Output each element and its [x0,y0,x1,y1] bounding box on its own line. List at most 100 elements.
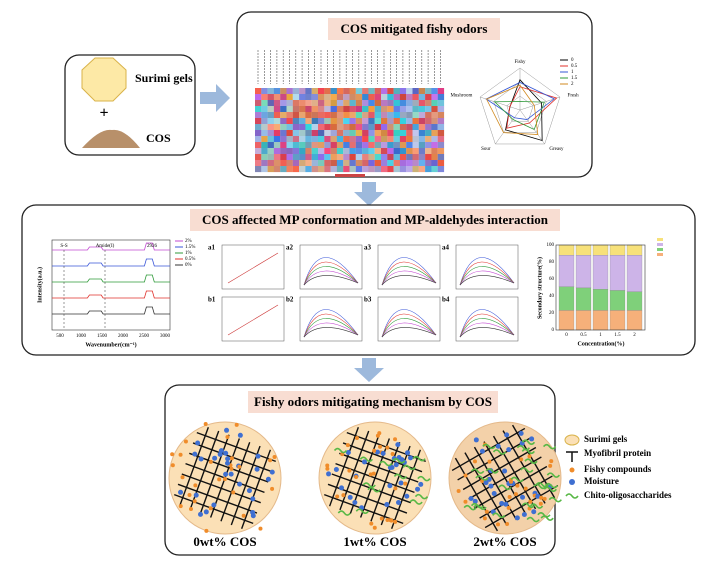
chito-oligosaccharide [392,458,406,464]
radar-grid [506,95,534,122]
section-title: COS mitigated fishy odors [341,21,488,36]
heat-cell [311,88,319,95]
heat-cell [437,142,445,149]
fibril [492,435,537,510]
heat-cell [418,100,426,107]
fishy-compound [487,459,492,464]
heat-cell [355,154,363,161]
spectrum [381,261,437,286]
chito-oligosaccharide [333,447,348,454]
heat-cell [318,148,325,155]
heat-cell [374,88,382,95]
fishy-compound [203,421,208,426]
moisture [250,496,256,502]
heat-cell [305,136,312,143]
y-tick-label: 0 [552,328,555,333]
heat-cell [431,130,438,137]
heat-cell [324,160,331,167]
heat-cell [406,130,413,137]
heat-cell [324,100,331,107]
fishy-compound [527,454,532,459]
heat-cell [273,124,281,131]
fishy-compound [528,499,533,504]
heat-cell [267,130,274,137]
heat-cell [267,136,274,143]
structure-chart: 0 0.5 1 1.5 2020406080100Concentration(%)Sec… [536,238,663,347]
heat-cell [299,94,306,101]
chito-oligosaccharide [498,484,512,491]
heat-cell [349,88,356,95]
heat-cell [255,130,262,137]
moisture [468,496,474,502]
heat-cell [412,136,419,143]
spectrum [303,313,359,338]
moisture [218,448,224,454]
fishy-compound [258,526,263,531]
legend-swatch [657,243,663,246]
heat-cell [324,154,331,161]
heat-cell [330,166,337,173]
heat-cell [374,142,382,149]
heat-cell [261,94,268,101]
moisture [211,502,217,508]
chito-oligosaccharide [485,468,499,474]
heat-cell [399,100,407,107]
heat-cell [349,106,356,113]
heat-cell [305,94,312,101]
heat-cell [255,118,262,125]
heat-cell [425,94,432,101]
moisture [224,460,230,466]
moisture [495,443,501,449]
heat-cell [374,154,382,161]
heat-cell [355,124,363,131]
heat-cell [255,88,262,95]
fishy-compound [463,499,468,504]
y-axis-label: Secondary structure(%) [536,257,543,319]
heat-cell [349,148,356,155]
fishy-compound [270,486,275,491]
heat-cell [280,142,287,149]
heat-cell [355,130,363,137]
x-axis-label: Wavenumber(cm⁻¹) [85,341,136,348]
moisture [255,453,261,459]
heat-cell [431,94,438,101]
radar-legend-label: 0 [571,58,574,63]
heat-cell [299,112,306,119]
moisture [352,499,358,505]
fishy-compound [538,501,543,506]
heat-cell [267,166,274,173]
fishy-compound [325,463,330,468]
chito-oligosaccharide [379,460,393,467]
fibril [181,473,261,504]
stack-segment [575,310,592,331]
heat-cell [381,112,388,119]
heat-cell [355,106,363,113]
heat-cell [399,142,407,149]
fishy-compound [523,486,528,491]
heat-cell [412,88,419,95]
heat-cell [267,94,274,101]
spectrum [303,266,359,286]
heat-cell [387,100,394,107]
heat-cell [273,100,281,107]
chito-oligosaccharide [516,444,531,451]
heat-cell [425,118,432,125]
heat-cell [374,130,382,137]
radar-label: Mushroom [450,93,472,98]
heat-cell [437,130,445,137]
heat-cell [437,118,445,125]
chito-oligosaccharide [521,502,536,509]
heat-cell [336,94,344,101]
heat-cell [311,166,319,173]
heat-cell [387,160,394,167]
fishy-compound [272,454,277,459]
fishy-compound [372,448,377,453]
heat-cell [349,124,356,131]
fishy-compound [379,516,384,521]
heat-cell [412,154,419,161]
heat-cell [412,130,419,137]
heat-cell [374,106,382,113]
heat-cell [286,106,293,113]
heat-cell [399,130,407,137]
